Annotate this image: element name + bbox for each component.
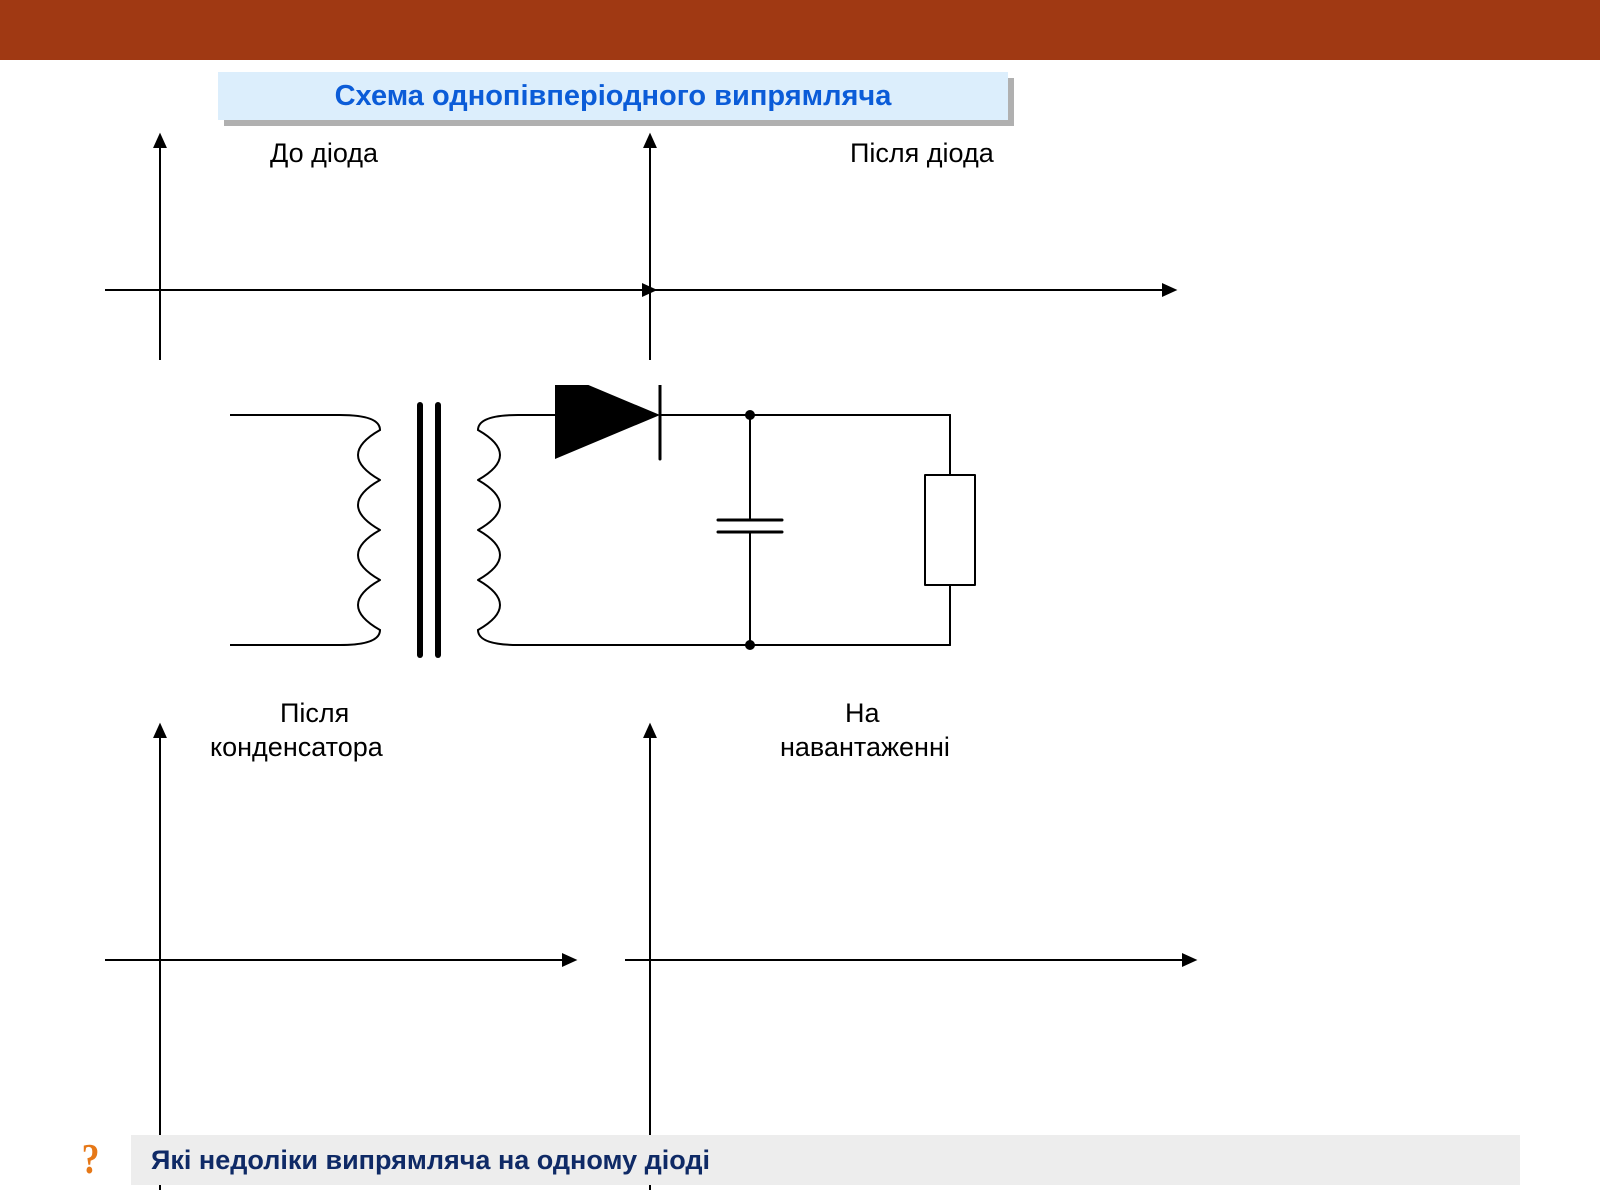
question-box: Які недоліки випрямляча на одному діоді <box>131 1135 1520 1185</box>
axes-bottom-left <box>100 720 580 1200</box>
question-row: ? Які недоліки випрямляча на одному діод… <box>80 1135 1520 1185</box>
axes-top-right <box>620 130 1180 370</box>
top-bar <box>0 0 1600 60</box>
axes-bottom-right <box>620 720 1200 1200</box>
title-text: Схема однопівперіодного випрямляча <box>335 80 892 113</box>
question-text: Які недоліки випрямляча на одному діоді <box>151 1145 710 1176</box>
question-mark-icon: ? <box>82 1136 100 1184</box>
title-box: Схема однопівперіодного випрямляча <box>218 72 1008 120</box>
circuit-diagram <box>230 385 1010 675</box>
axes-top-left <box>100 130 660 370</box>
